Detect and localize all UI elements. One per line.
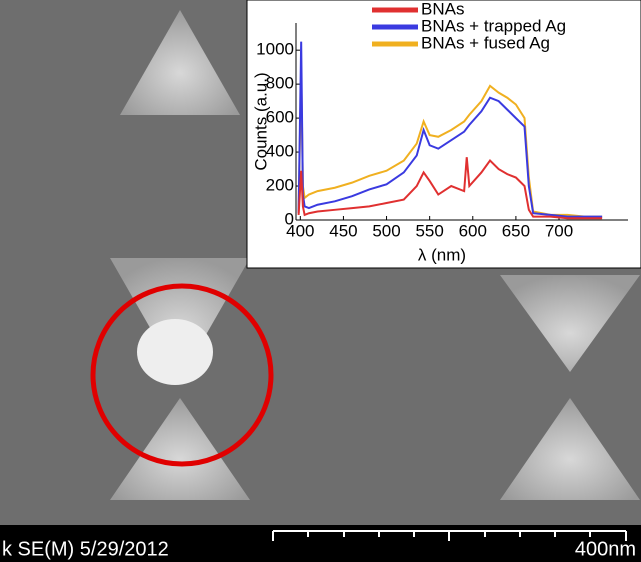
x-tick-label: 650 bbox=[502, 221, 530, 240]
x-tick-label: 400 bbox=[286, 221, 314, 240]
y-tick-label: 200 bbox=[266, 176, 294, 195]
silver-particle bbox=[137, 319, 213, 385]
legend-label: BNAs + fused Ag bbox=[421, 33, 550, 52]
x-tick-label: 550 bbox=[415, 221, 443, 240]
x-tick-label: 450 bbox=[329, 221, 357, 240]
y-tick-label: 1000 bbox=[256, 40, 294, 59]
x-tick-label: 600 bbox=[459, 221, 487, 240]
x-tick-label: 700 bbox=[545, 221, 573, 240]
sem-image: k SE(M) 5/29/2012 400nm 0200400600800100… bbox=[0, 0, 641, 562]
x-axis-label: λ (nm) bbox=[418, 245, 466, 264]
info-text: k SE(M) 5/29/2012 bbox=[2, 538, 169, 560]
scale-label: 400nm bbox=[575, 538, 636, 560]
y-axis-label: Counts (a.u.) bbox=[251, 72, 270, 170]
x-tick-label: 500 bbox=[372, 221, 400, 240]
